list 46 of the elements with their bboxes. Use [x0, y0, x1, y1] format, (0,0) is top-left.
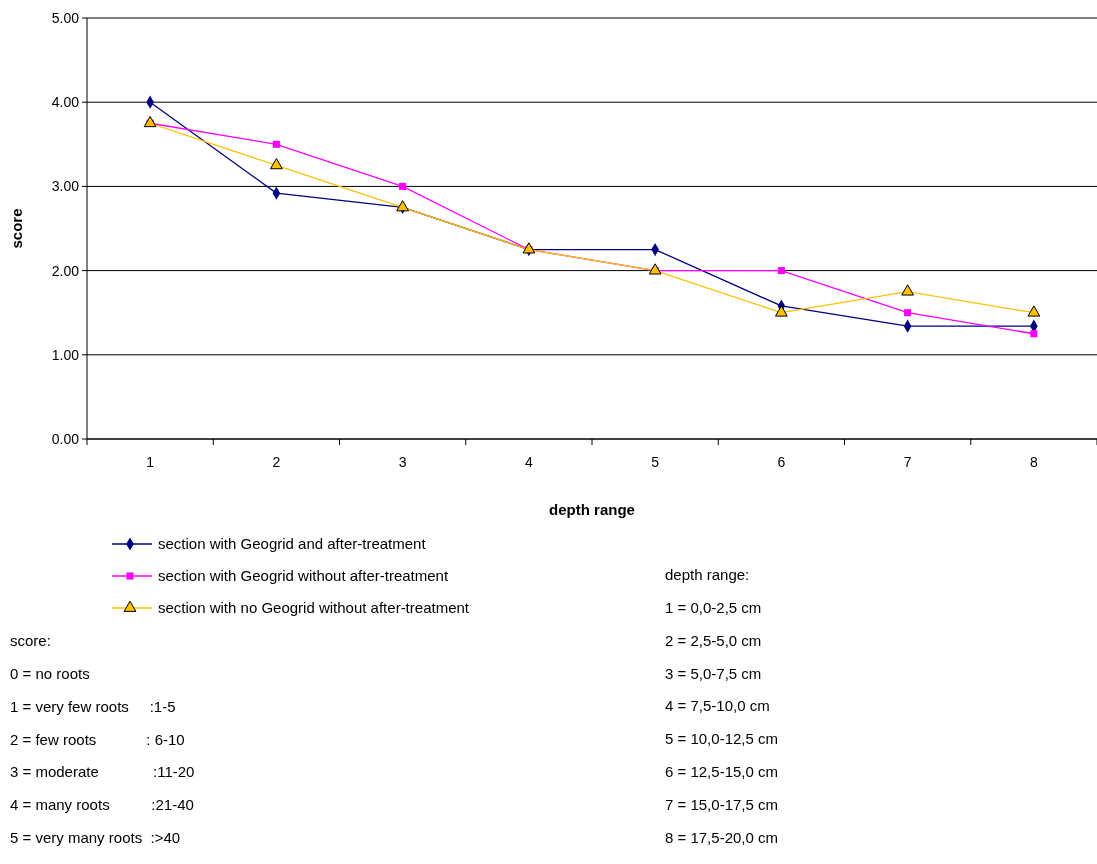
x-tick-label: 3 — [398, 454, 407, 470]
legend-label: section with no Geogrid without after-treatment — [158, 599, 470, 617]
y-tick-label: 3.00 — [51, 178, 80, 195]
x-tick-label: 5 — [651, 454, 660, 470]
text: 2 = 2,5-5,0 cm — [665, 631, 762, 649]
text: 1 = very few roots :1-5 — [10, 697, 176, 715]
x-tick-label: 2 — [272, 454, 281, 470]
point — [777, 267, 785, 275]
y-tick-label: 5.00 — [51, 9, 80, 26]
point — [1027, 305, 1041, 317]
text: 2 = few roots : 6-10 — [10, 730, 185, 748]
y-tick-label: 0.00 — [51, 430, 80, 447]
y-tick-label: 2.00 — [51, 262, 80, 279]
x-tick-label: 4 — [524, 454, 533, 470]
text: 7 = 15,0-17,5 cm — [665, 795, 778, 813]
text: score: — [10, 632, 51, 650]
point — [904, 309, 912, 317]
point — [648, 263, 662, 275]
x-tick-label: 8 — [1029, 454, 1038, 470]
text: depth range: — [665, 566, 750, 584]
text: 4 = many roots :21-40 — [10, 796, 194, 814]
point — [1030, 330, 1038, 338]
point — [399, 182, 407, 190]
legend-label: section with Geogrid and after-treatment — [158, 535, 427, 553]
point — [272, 140, 280, 148]
x-tick-label: 7 — [903, 454, 912, 470]
y-tick-label: 1.00 — [51, 346, 80, 363]
x-tick-label: 1 — [146, 454, 155, 470]
text: 3 = moderate :11-20 — [10, 763, 195, 781]
text: 4 = 7,5-10,0 cm — [665, 697, 770, 715]
x-tick-label: 6 — [777, 454, 786, 470]
point — [901, 284, 915, 296]
text: 1 = 0,0-2,5 cm — [665, 599, 762, 617]
text: 5 = very many roots :>40 — [10, 829, 181, 847]
text: 3 = 5,0-7,5 cm — [665, 664, 762, 682]
text: 0 = no roots — [10, 665, 90, 683]
x-axis-title: depth range — [549, 501, 635, 518]
text: 6 = 12,5-15,0 cm — [665, 763, 778, 781]
point — [143, 115, 157, 128]
point — [269, 158, 283, 170]
legend-label: section with Geogrid without after-treatment — [158, 567, 449, 585]
y-tick-label: 4.00 — [51, 94, 80, 111]
point — [774, 305, 788, 317]
text: 8 = 17,5-20,0 cm — [665, 828, 778, 846]
text: 5 = 10,0-12,5 cm — [665, 730, 778, 748]
y-axis-title: score — [8, 208, 25, 249]
